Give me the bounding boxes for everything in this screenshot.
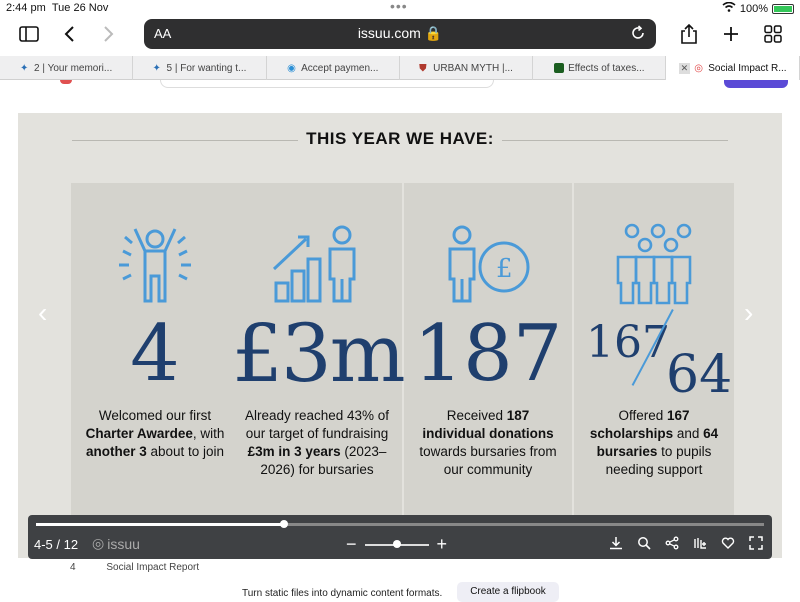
status-right: 100% — [722, 1, 794, 15]
status-time: 2:44 pm Tue 26 Nov — [6, 2, 109, 14]
zoom-control: − + — [346, 534, 447, 555]
address-bar[interactable]: AA issuu.com 🔒 — [144, 19, 656, 49]
previous-page-arrow-icon[interactable]: ‹ — [38, 297, 48, 328]
tab-5[interactable]: Effects of taxes... — [533, 56, 667, 80]
favicon-icon — [554, 63, 565, 73]
close-tab-icon[interactable]: ✕ — [678, 62, 691, 74]
stat-description: Received 187 individual donations toward… — [419, 408, 557, 477]
stat-figure: 187 — [413, 309, 563, 399]
logo-fragment — [60, 80, 72, 84]
search-icon[interactable] — [636, 535, 652, 551]
issuu-logo-icon: ◎ — [92, 535, 105, 551]
progress-knob[interactable] — [279, 520, 288, 528]
stat-figure-top: 167 — [586, 317, 670, 368]
reload-icon[interactable] — [630, 25, 646, 46]
divider-right — [502, 140, 728, 141]
zoom-knob[interactable] — [392, 539, 401, 548]
promo-text: Turn static files into dynamic content f… — [242, 588, 443, 599]
issuu-favicon-icon: ◎ — [694, 63, 703, 74]
stat-description: Welcomed our first Charter Awardee, with… — [85, 408, 225, 459]
stat-figure-fraction: 167 64 — [574, 309, 734, 409]
zoom-in-icon[interactable]: + — [436, 534, 448, 554]
celebrating-person-icon — [119, 228, 191, 303]
person-pound-coin-icon: £ — [448, 225, 530, 303]
url-text: issuu.com 🔒 — [357, 25, 443, 41]
viewer-actions — [608, 535, 764, 551]
shield-favicon-icon: ⛊ — [419, 63, 427, 74]
site-header-fragment — [0, 80, 800, 94]
stat-panel-charter: 4 Welcomed our first Charter Awardee, wi… — [71, 183, 239, 523]
viewer-controls: 4-5 / 12 ◎ issuu − + — [28, 515, 772, 559]
download-icon[interactable] — [608, 535, 624, 551]
battery-icon — [772, 3, 794, 14]
multitasking-dots-icon[interactable]: ••• — [390, 0, 408, 14]
group-of-people-icon — [616, 223, 692, 305]
stat-figure-bottom: 64 — [666, 345, 733, 405]
browser-toolbar: AA issuu.com 🔒 — [0, 16, 800, 52]
favicon-icon: ✦ — [20, 63, 29, 74]
page-heading: THIS YEAR WE HAVE: — [306, 129, 494, 148]
issuu-logo[interactable]: ◎ issuu — [92, 535, 140, 552]
header-button-fragment[interactable] — [724, 80, 788, 88]
page-progress-slider[interactable] — [36, 520, 764, 528]
share-icon[interactable] — [676, 22, 702, 46]
footer-title: Social Impact Report — [106, 562, 200, 573]
tab-6-active[interactable]: ✕ ◎ Social Impact R... — [666, 56, 800, 80]
tab-4[interactable]: ⛊ URBAN MYTH |... — [400, 56, 534, 80]
stat-figure: £3m — [232, 307, 406, 400]
back-icon[interactable] — [56, 22, 82, 46]
lock-icon: 🔒 — [424, 25, 443, 41]
tab-bar: ✦ 2 | Your memori... ✦ 5 | For wanting t..… — [0, 56, 800, 80]
growth-chart-person-icon — [272, 225, 356, 303]
page-footer-fragment: 4 Social Impact Report — [70, 562, 199, 573]
sidebar-toggle-icon[interactable] — [16, 22, 42, 46]
document-spread: THIS YEAR WE HAVE: 4 Welcomed our first … — [18, 113, 782, 558]
promo-bar: Turn static files into dynamic content f… — [0, 580, 800, 602]
stat-panel-donations: £ 187 Received 187 individual donations … — [404, 183, 572, 523]
divider-left — [72, 140, 298, 141]
reader-options-button[interactable]: AA — [154, 26, 172, 41]
stat-panel-scholarships: 167 64 Offered 167 scholarships and 64 b… — [574, 183, 734, 523]
create-flipbook-button[interactable]: Create a flipbook — [457, 582, 559, 602]
wifi-icon — [722, 1, 736, 15]
forward-icon[interactable] — [96, 22, 122, 46]
search-field-fragment[interactable] — [160, 80, 494, 88]
battery-percent: 100% — [739, 2, 768, 15]
globe-favicon-icon: ◉ — [287, 63, 296, 74]
tab-3[interactable]: ◉ Accept paymen... — [267, 56, 400, 80]
stat-figure: 4 — [130, 309, 180, 399]
svg-text:£: £ — [496, 254, 513, 284]
fullscreen-icon[interactable] — [748, 535, 764, 551]
add-to-stack-icon[interactable] — [692, 535, 708, 551]
page-indicator: 4-5 / 12 — [34, 537, 79, 552]
stat-description: Already reached 43% of our target of fun… — [244, 408, 390, 477]
stat-panel-fundraising: £3m Already reached 43% of our target of… — [232, 183, 406, 523]
new-tab-icon[interactable] — [718, 22, 744, 46]
tab-1[interactable]: ✦ 2 | Your memori... — [0, 56, 134, 80]
next-page-arrow-icon[interactable]: › — [744, 297, 754, 328]
footer-page-number: 4 — [70, 562, 76, 573]
like-heart-icon[interactable] — [720, 535, 736, 551]
tab-overview-icon[interactable] — [760, 22, 786, 46]
zoom-out-icon[interactable]: − — [346, 534, 357, 554]
tab-2[interactable]: ✦ 5 | For wanting t... — [133, 56, 267, 80]
favicon-icon: ✦ — [152, 63, 161, 74]
stat-description: Offered 167 scholarships and 64 bursarie… — [589, 408, 719, 477]
progress-fill — [36, 523, 284, 526]
share-icon[interactable] — [664, 535, 680, 551]
zoom-slider[interactable] — [364, 539, 429, 548]
status-bar: 2:44 pm Tue 26 Nov ••• 100% — [0, 0, 800, 16]
